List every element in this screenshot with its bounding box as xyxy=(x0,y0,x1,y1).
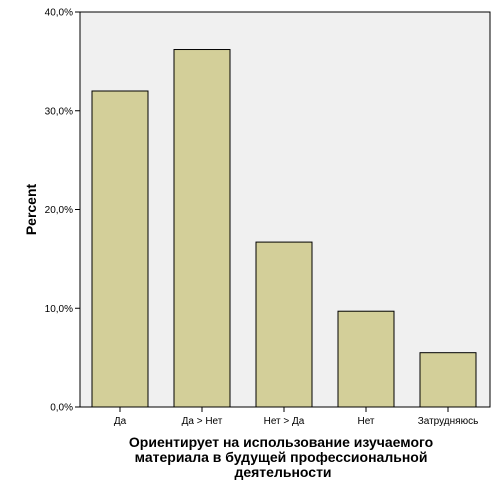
y-tick-label: 0,0% xyxy=(50,403,73,414)
y-axis: 0,0% 10,0% 20,0% 30,0% 40,0% xyxy=(45,8,80,414)
bar xyxy=(419,352,477,408)
x-tick-label: Нет xyxy=(357,416,374,427)
bar xyxy=(337,310,395,408)
x-tick-label: Нет > Да xyxy=(264,416,305,427)
x-axis: Да Да > Нет Нет > Да Нет Затрудняюсь xyxy=(114,407,478,427)
x-axis-title: Ориентирует на использование изучаемого … xyxy=(129,434,437,480)
y-tick-label: 20,0% xyxy=(45,205,73,216)
x-tick-label: Да xyxy=(114,416,127,427)
y-tick-label: 10,0% xyxy=(45,304,73,315)
bar xyxy=(173,49,231,408)
bars-group xyxy=(91,49,477,408)
bar xyxy=(255,241,313,408)
x-tick-label: Да > Нет xyxy=(182,416,223,427)
x-axis-title-line-3: деятельности xyxy=(234,464,331,480)
y-tick-label: 30,0% xyxy=(45,106,73,117)
x-axis-title-line-1: Ориентирует на использование изучаемого xyxy=(129,434,433,450)
x-axis-title-line-2: материала в будущей профессиональной xyxy=(135,449,428,465)
x-tick-label: Затрудняюсь xyxy=(418,416,479,427)
y-axis-title: Percent xyxy=(23,183,39,235)
y-tick-label: 40,0% xyxy=(45,8,73,19)
bar xyxy=(91,90,149,408)
